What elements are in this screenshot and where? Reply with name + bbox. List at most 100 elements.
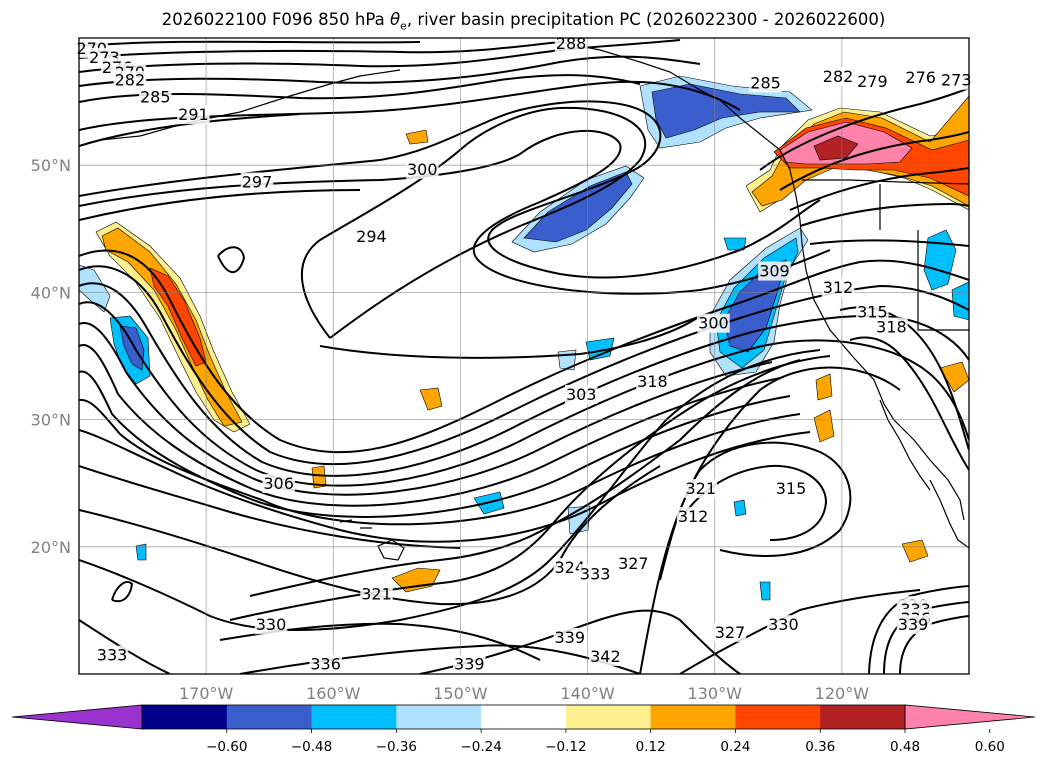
contour-label: 279: [857, 72, 888, 91]
contour-label-bg: [113, 70, 147, 90]
contour-label: 282: [115, 71, 146, 90]
contour-label: 282: [823, 67, 854, 86]
contour-arctic-1: [79, 40, 421, 47]
colorbar-tick-label: −0.36: [376, 739, 417, 755]
contour-label-bg: [774, 479, 808, 499]
contour-label-bg: [856, 72, 889, 92]
contour-labels: 2702732762792822852912973002942882852822…: [75, 33, 973, 674]
colorbar-swatch: [226, 705, 313, 729]
colorbar-tick-label: −0.60: [206, 739, 247, 755]
lon-tick-label: 150°W: [433, 684, 488, 703]
contour-small-loop2: [217, 246, 246, 273]
contour-label: 336: [310, 655, 341, 674]
colorbar-swatch: [481, 705, 567, 729]
shade-pos-baja: [813, 409, 835, 443]
contour-inner-gyre: [319, 315, 701, 359]
contour-297: [79, 189, 361, 221]
contour-label: 321: [685, 479, 716, 498]
contour-label-bg: [95, 645, 129, 665]
contour-label: 309: [759, 262, 790, 281]
contour-label-bg: [406, 159, 439, 179]
contour-jet-7: [79, 370, 791, 518]
contour-jet-5: [79, 322, 773, 496]
contour-label-bg: [553, 557, 587, 577]
contour-label-bg: [177, 105, 210, 125]
shade-neg-inland2: [951, 281, 969, 321]
shade-pos-baja2: [815, 373, 833, 401]
lon-tick-label: 160°W: [306, 684, 361, 703]
colorbar-extend-high: [904, 704, 1036, 730]
contour-294: [79, 129, 831, 295]
contour-jet-1: [79, 249, 969, 454]
shade-pos-nw-darkred: [813, 135, 859, 161]
contour-label: 333: [97, 646, 128, 665]
colorbar-swatch: [311, 705, 397, 729]
lon-tick-label: 170°W: [179, 684, 234, 703]
contour-330: [79, 349, 821, 631]
contour-label-bg: [309, 654, 342, 674]
contour-label-bg: [821, 278, 855, 298]
coast-baja: [879, 399, 931, 491]
colorbar-tick-label: 0.12: [636, 739, 666, 755]
contour-nw-2: [779, 131, 969, 191]
contour-label-bg: [904, 68, 937, 88]
contour-label: 306: [263, 474, 294, 493]
contour-label: 327: [715, 623, 746, 642]
shade-neg-small3: [585, 337, 615, 361]
contour-label-bg: [564, 384, 598, 404]
colorbar-tick-label: −0.48: [291, 739, 332, 755]
contour-label-bg: [875, 317, 908, 337]
lat-tick-label: 30°N: [31, 411, 71, 430]
contour-label-bg: [254, 615, 288, 635]
contour-nw-3: [789, 167, 969, 211]
contour-label: 285: [750, 73, 781, 92]
shade-neg-gulf-core: [651, 83, 801, 139]
colorbar-tick-label: 0.48: [890, 739, 920, 755]
contour-label: 342: [590, 647, 621, 666]
contour-label: 303: [566, 385, 597, 404]
coastlines: [99, 41, 969, 561]
shade-neg-calif-dark: [723, 259, 787, 353]
shade-neg-mid-core: [523, 171, 633, 243]
contour-label-bg: [856, 302, 889, 322]
contour-label: 339: [898, 615, 929, 634]
contour-east-318: [679, 464, 828, 541]
contour-label: 330: [256, 615, 287, 634]
contour-label-bg: [758, 261, 791, 281]
contour-label-bg: [713, 622, 747, 642]
contour-arctic-3: [79, 39, 681, 73]
contour-label-bg: [453, 654, 486, 674]
contour-label: 291: [178, 105, 209, 124]
shade-pos-aleutian-core: [101, 227, 243, 427]
colorbar-swatch: [820, 705, 906, 729]
shade-neg-small8: [135, 543, 147, 561]
contour-label-bg: [617, 554, 650, 574]
contour-label-bg: [749, 73, 782, 93]
contour-label: 321: [361, 585, 392, 604]
shade-pos-mex2: [901, 539, 929, 563]
contour-bering-285: [79, 74, 641, 103]
contour-label: 339: [554, 628, 585, 647]
contour-label-bg: [940, 70, 973, 90]
colorbar-swatch: [650, 705, 736, 729]
contour-label: 288: [556, 34, 587, 53]
border-states: [879, 184, 969, 331]
contour-label: 315: [776, 479, 807, 498]
contour-label: 297: [242, 173, 273, 192]
contour-label-bg: [355, 227, 388, 247]
contour-east-inland2: [849, 336, 969, 471]
contour-label-bg: [676, 507, 710, 527]
colorbar-swatch: [565, 705, 652, 729]
contour-label: 294: [356, 227, 387, 246]
contour-label-bg: [578, 564, 612, 584]
colorbar-outline: [141, 704, 906, 730]
contour-gyre-south: [79, 465, 661, 606]
contour-309: [79, 429, 811, 543]
contour-label: 276: [905, 68, 936, 87]
shade-neg-inland: [923, 229, 957, 291]
lon-tick-label: 130°W: [688, 684, 743, 703]
colorbar-tick-label: 0.36: [805, 739, 835, 755]
contour-label: 318: [637, 372, 668, 391]
contour-east-cold: [639, 366, 901, 674]
